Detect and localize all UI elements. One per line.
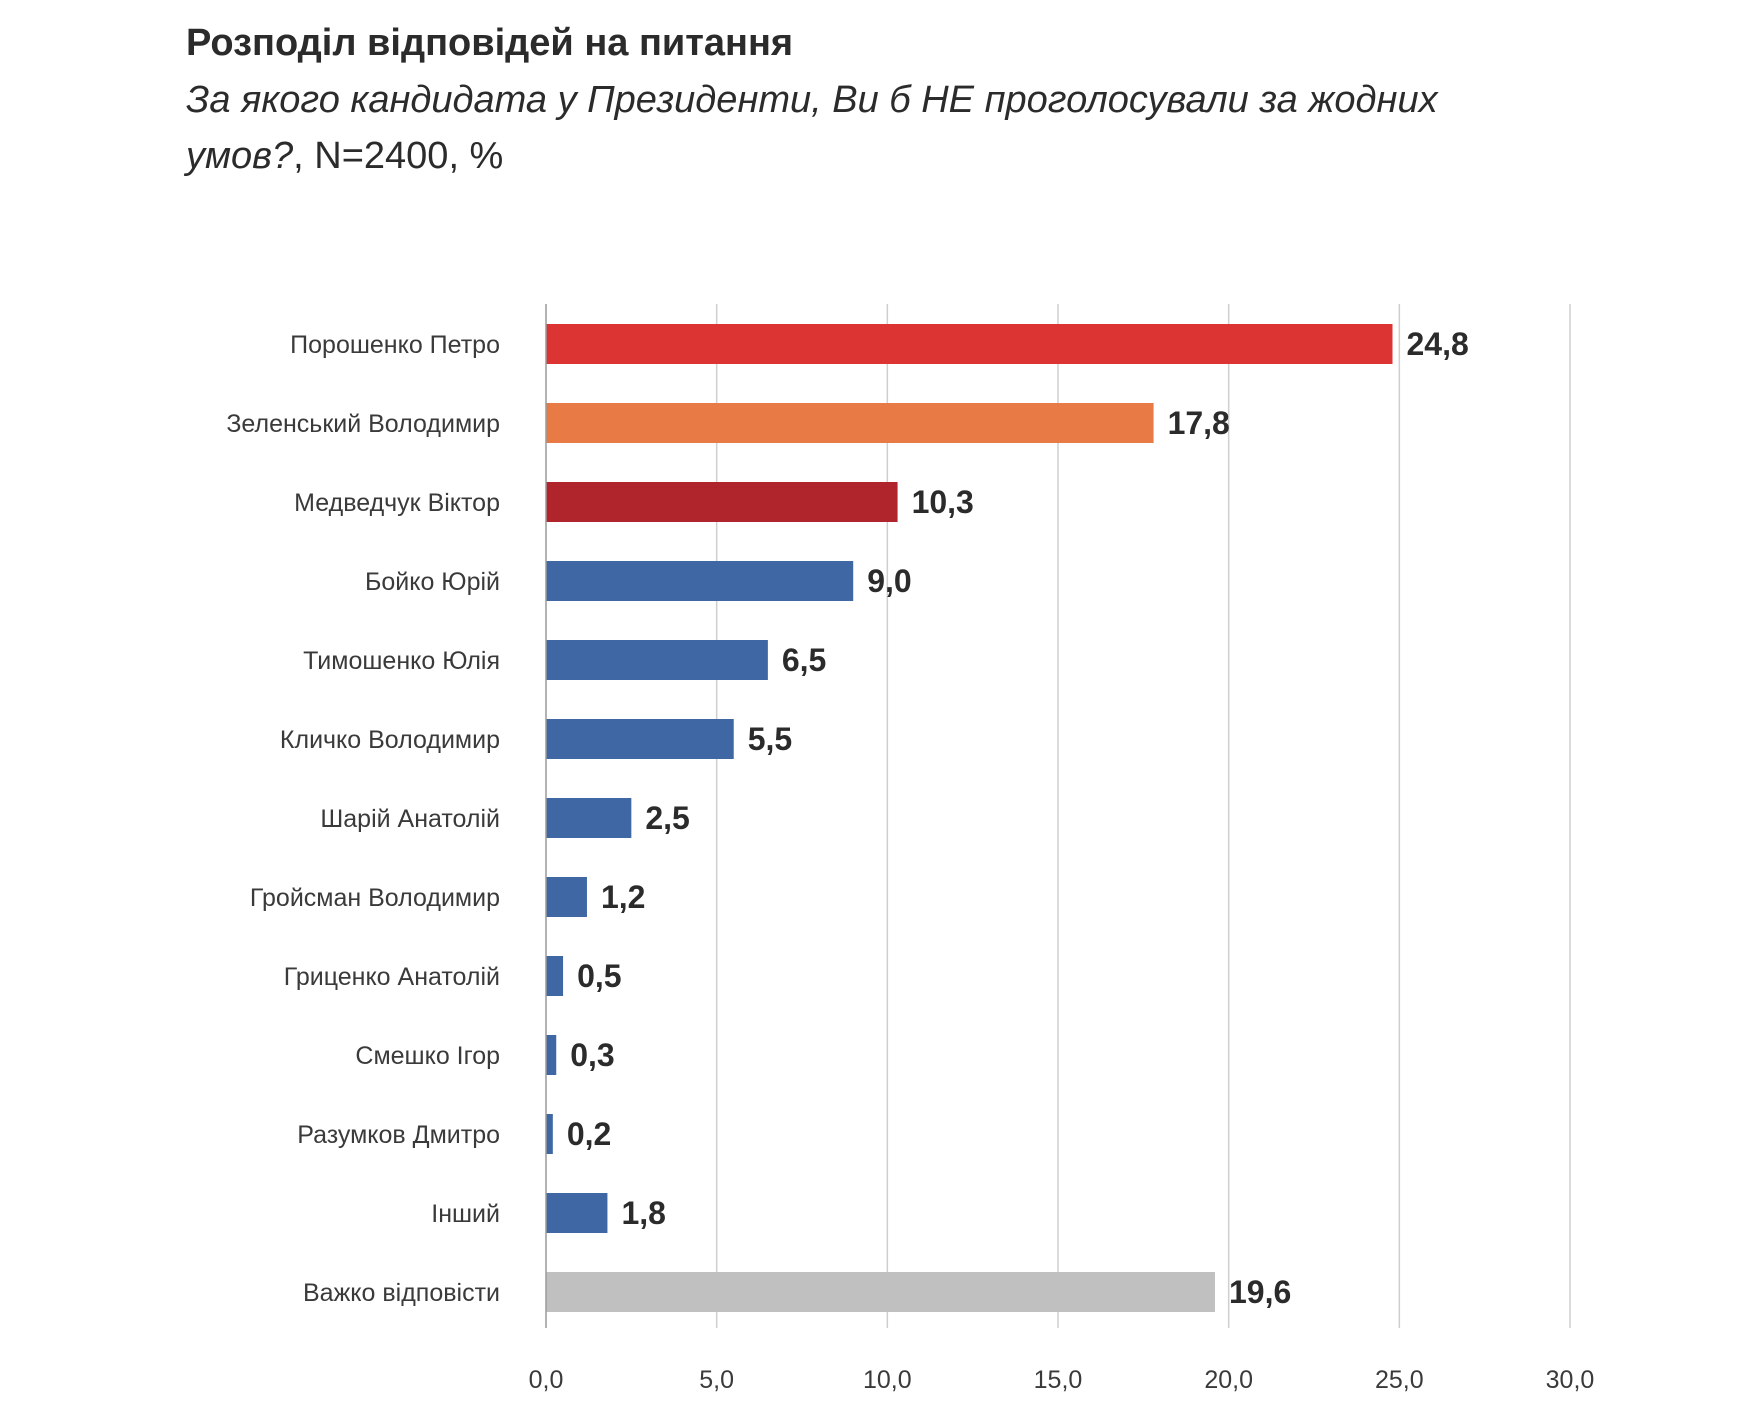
bar <box>546 1272 1216 1312</box>
category-labels: Порошенко Петро Зеленський Володимир Медве… <box>226 331 500 1307</box>
data-label: 24,8 <box>1407 326 1469 362</box>
data-label: 1,2 <box>601 879 645 915</box>
category-label: Інший <box>431 1200 500 1228</box>
x-tick-label: 10,0 <box>863 1366 912 1394</box>
x-tick-label: 5,0 <box>699 1366 734 1394</box>
gridlines <box>715 304 1571 1328</box>
data-label: 10,3 <box>912 484 974 520</box>
x-tick-labels: 0,0 5,0 10,0 15,0 20,0 25,0 30,0 <box>529 1366 1595 1394</box>
data-label: 6,5 <box>782 642 826 678</box>
data-label: 0,5 <box>577 958 621 994</box>
bar <box>546 1193 608 1233</box>
data-label: 0,2 <box>567 1116 611 1152</box>
bar <box>546 403 1154 443</box>
category-label: Медведчук Віктор <box>294 489 500 517</box>
bar <box>546 324 1393 364</box>
data-label: 2,5 <box>645 800 689 836</box>
bar <box>546 719 734 759</box>
chart-subtitle: За якого кандидата у Президенти, Ви б НЕ… <box>186 72 1486 184</box>
data-label: 19,6 <box>1229 1274 1291 1310</box>
category-label: Шарій Анатолій <box>320 805 500 833</box>
data-label: 0,3 <box>570 1037 614 1073</box>
bar <box>546 1114 553 1154</box>
data-label: 9,0 <box>867 563 911 599</box>
category-label: Важко відповісти <box>303 1279 500 1307</box>
category-label: Зеленський Володимир <box>226 410 500 438</box>
x-tick-label: 30,0 <box>1546 1366 1595 1394</box>
value-labels: 24,8 17,8 10,3 9,0 6,5 5,5 2,5 1,2 0,5 0,3 0,2 1,8 1… <box>567 326 1469 1310</box>
subtitle-question: За якого кандидата у Президенти, Ви б НЕ… <box>186 79 1438 177</box>
bar <box>546 561 854 601</box>
x-tick-label: 25,0 <box>1375 1366 1424 1394</box>
category-label: Гройсман Володимир <box>250 884 500 912</box>
bar <box>546 640 768 680</box>
chart-title: Розподіл відповідей на питання <box>186 22 794 64</box>
data-label: 17,8 <box>1168 405 1230 441</box>
category-label: Гриценко Анатолій <box>284 963 500 991</box>
category-label: Кличко Володимир <box>280 726 500 754</box>
category-label: Бойко Юрій <box>365 568 500 596</box>
data-label: 1,8 <box>621 1195 665 1231</box>
bar <box>546 1035 557 1075</box>
bar <box>546 877 587 917</box>
category-label: Разумков Дмитро <box>297 1121 500 1149</box>
subtitle-meta: , N=2400, % <box>293 135 504 177</box>
category-label: Тимошенко Юлія <box>303 647 500 675</box>
bar <box>546 956 564 996</box>
category-label: Смешко Ігор <box>355 1042 500 1070</box>
data-label: 5,5 <box>748 721 792 757</box>
bar <box>546 798 632 838</box>
title-block: Розподіл відповідей на питання За якого … <box>186 14 1586 184</box>
x-tick-label: 20,0 <box>1204 1366 1253 1394</box>
x-tick-label: 0,0 <box>529 1366 564 1394</box>
x-tick-label: 15,0 <box>1034 1366 1083 1394</box>
bars <box>546 324 1393 1312</box>
category-label: Порошенко Петро <box>290 331 500 359</box>
bar <box>546 482 898 522</box>
